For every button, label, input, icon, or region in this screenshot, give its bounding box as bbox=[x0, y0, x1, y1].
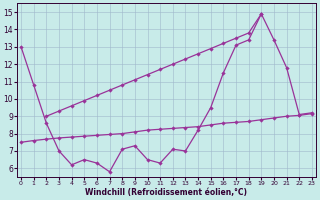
X-axis label: Windchill (Refroidissement éolien,°C): Windchill (Refroidissement éolien,°C) bbox=[85, 188, 247, 197]
